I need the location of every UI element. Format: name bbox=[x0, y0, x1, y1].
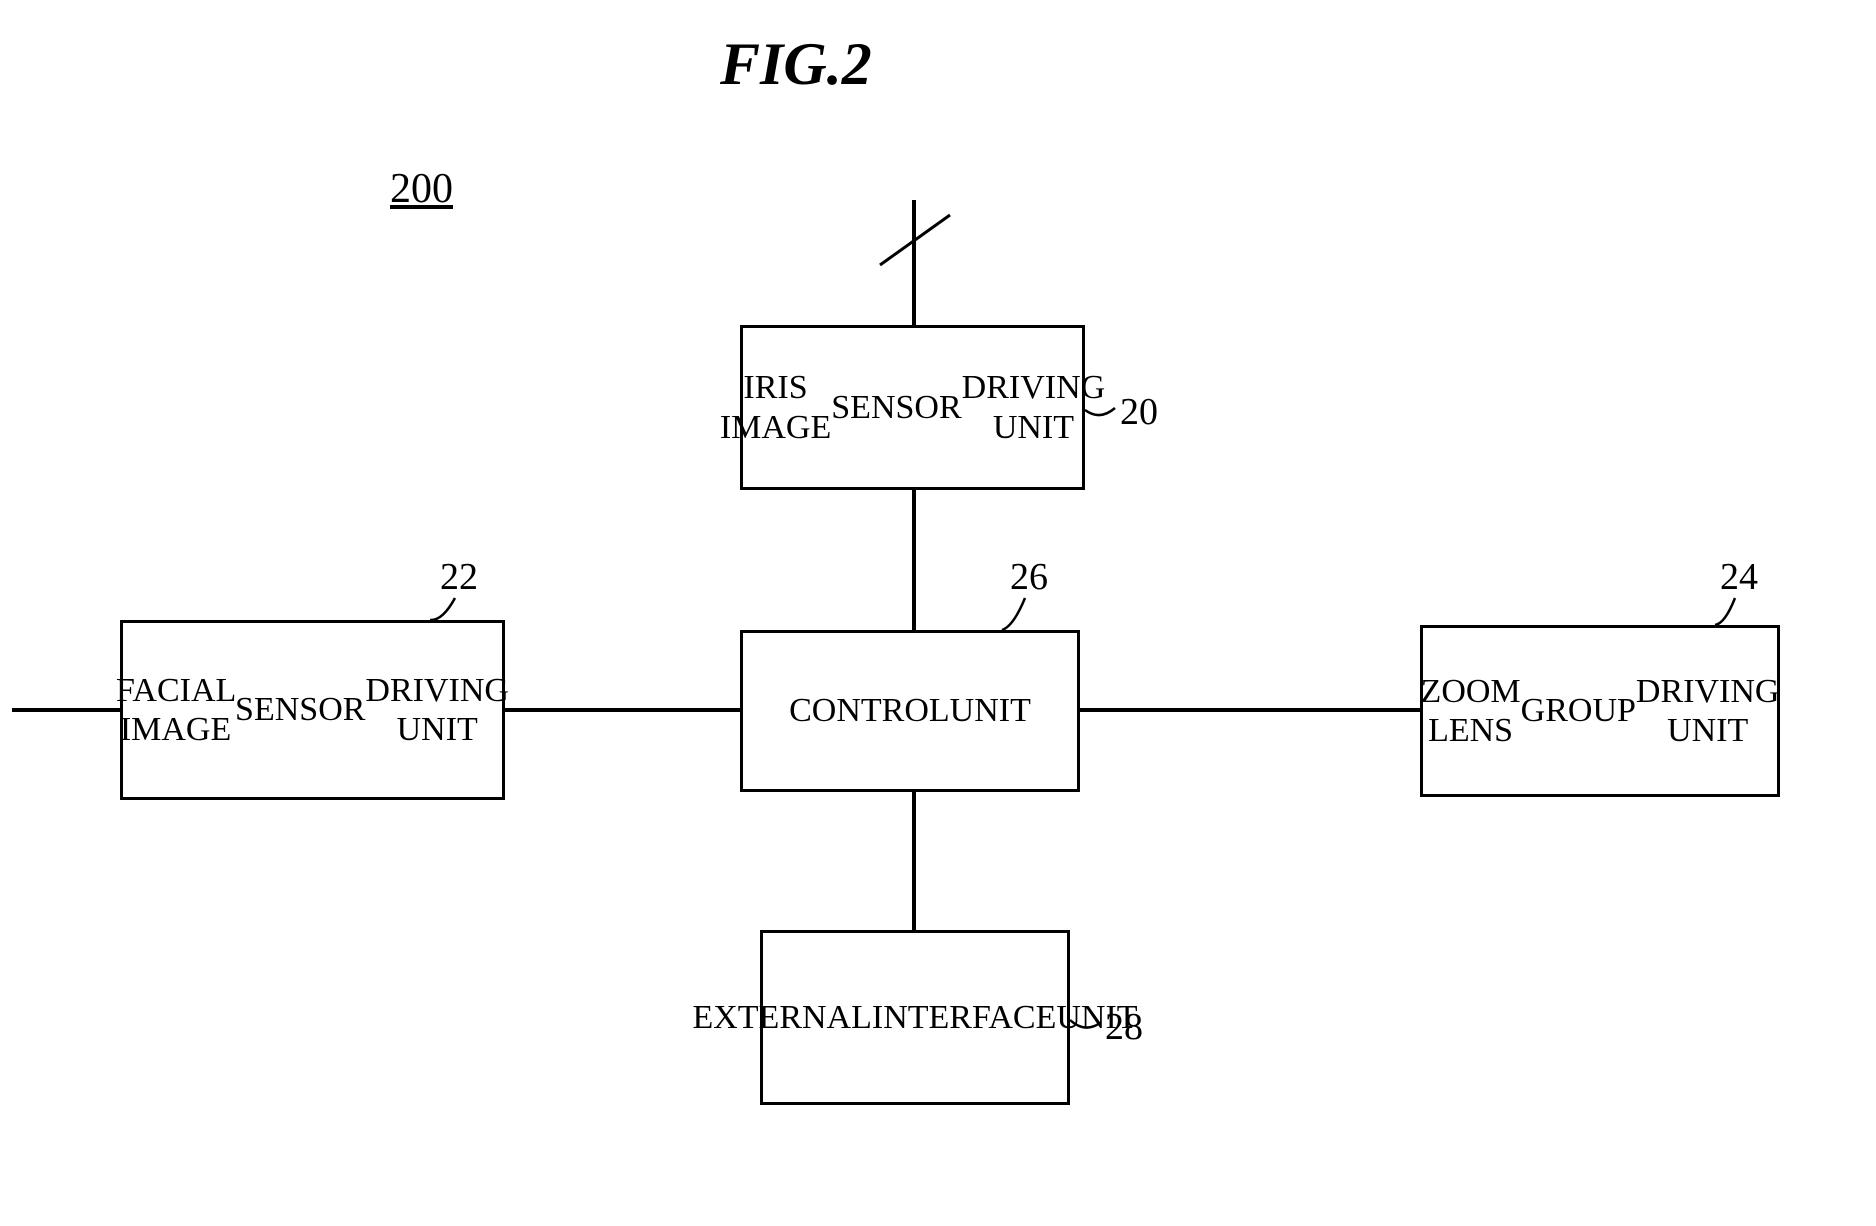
leader-26 bbox=[1002, 598, 1025, 630]
antenna-slash-icon bbox=[880, 215, 950, 265]
diagram-svg-overlay bbox=[0, 0, 1876, 1226]
leader-24 bbox=[1715, 598, 1735, 625]
leader-22 bbox=[430, 598, 455, 620]
leader-28 bbox=[1070, 1020, 1100, 1028]
leader-20 bbox=[1085, 408, 1115, 415]
